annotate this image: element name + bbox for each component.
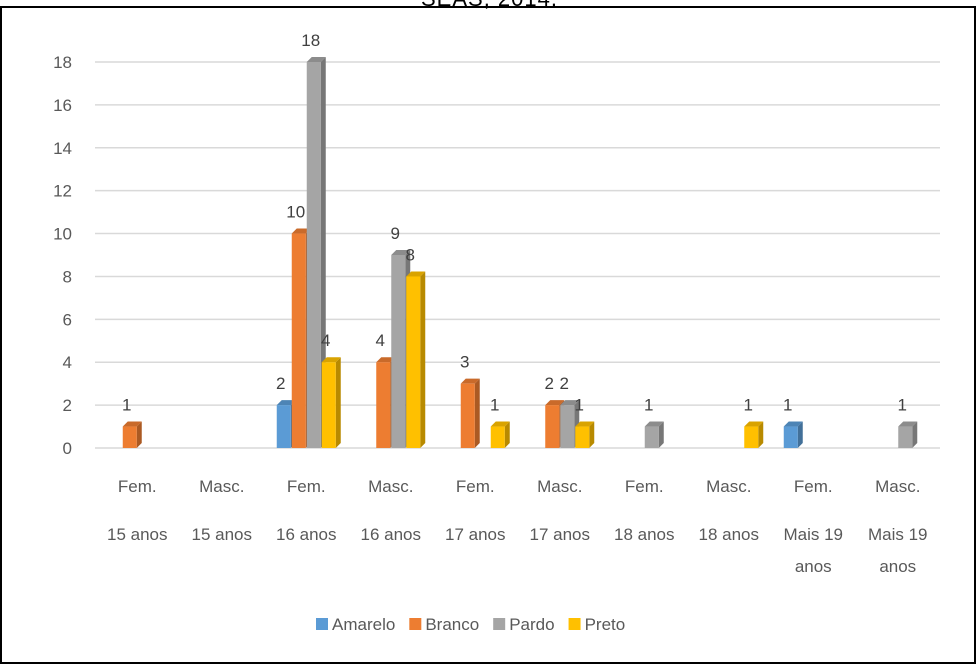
data-label: 2 xyxy=(560,374,569,393)
bar-pardo xyxy=(644,421,664,448)
x-tick-label: Masc. xyxy=(875,477,920,496)
x-tick-label: 18 anos xyxy=(614,525,675,544)
legend: Amarelo Branco Pardo Preto xyxy=(316,615,625,634)
x-tick-label: 18 anos xyxy=(699,525,760,544)
x-tick-label: 16 anos xyxy=(361,525,422,544)
x-axis-labels: Fem. 15 anos Masc. 15 anos Fem. 16 anos Masc. 1… xyxy=(107,477,928,576)
x-tick-label: anos xyxy=(879,557,916,576)
bars xyxy=(122,57,918,448)
legend-item-branco: Branco xyxy=(409,615,479,634)
legend-label: Branco xyxy=(425,615,479,634)
data-label: 1 xyxy=(744,396,753,415)
legend-label: Pardo xyxy=(509,615,554,634)
x-tick-label: Fem. xyxy=(118,477,157,496)
y-tick-label: 4 xyxy=(63,353,72,372)
bar-branco xyxy=(122,421,142,448)
data-label: 18 xyxy=(301,31,320,50)
x-tick-label: Masc. xyxy=(199,477,244,496)
x-tick-label: 17 anos xyxy=(530,525,591,544)
bar-preto xyxy=(744,421,764,448)
y-tick-label: 8 xyxy=(63,267,72,286)
x-tick-label: 17 anos xyxy=(445,525,506,544)
x-tick-label: Masc. xyxy=(368,477,413,496)
data-label: 1 xyxy=(122,396,131,415)
data-label: 1 xyxy=(783,396,792,415)
x-tick-label: 16 anos xyxy=(276,525,337,544)
bar-pardo xyxy=(560,400,580,448)
y-tick-label: 2 xyxy=(63,396,72,415)
legend-swatch xyxy=(409,618,422,630)
legend-label: Amarelo xyxy=(332,615,395,634)
bar-branco xyxy=(460,378,480,448)
x-tick-label: Mais 19 xyxy=(868,525,928,544)
data-label: 1 xyxy=(490,396,499,415)
y-tick-label: 10 xyxy=(53,225,72,244)
x-tick-label: Masc. xyxy=(706,477,751,496)
bar-pardo xyxy=(306,57,326,448)
legend-item-pardo: Pardo xyxy=(493,615,555,634)
x-tick-label: 15 anos xyxy=(107,525,168,544)
y-tick-label: 18 xyxy=(53,53,72,72)
gridlines xyxy=(95,61,940,449)
legend-swatch xyxy=(316,618,328,630)
y-tick-label: 0 xyxy=(63,439,72,458)
data-label: 1 xyxy=(644,396,653,415)
x-tick-label: anos xyxy=(795,557,832,576)
y-tick-label: 6 xyxy=(63,310,72,329)
bar-preto xyxy=(406,271,426,448)
data-label: 1 xyxy=(575,396,584,415)
y-tick-label: 12 xyxy=(53,182,72,201)
bar-pardo xyxy=(898,421,918,448)
legend-swatch xyxy=(493,618,506,630)
legend-swatch xyxy=(568,618,581,630)
chart-title: SEAS, 2014. xyxy=(0,0,979,12)
x-tick-label: Fem. xyxy=(287,477,326,496)
x-tick-label: 15 anos xyxy=(192,525,253,544)
data-label: 4 xyxy=(321,331,330,350)
bar-amarelo xyxy=(783,421,803,448)
legend-item-preto: Preto xyxy=(568,615,626,634)
data-label: 1 xyxy=(898,396,907,415)
data-label: 4 xyxy=(376,331,385,350)
x-tick-label: Fem. xyxy=(456,477,495,496)
bar-preto xyxy=(490,421,510,448)
chart-frame xyxy=(0,6,976,664)
data-label: 9 xyxy=(391,224,400,243)
x-tick-label: Fem. xyxy=(794,477,833,496)
y-axis-ticks: 0 2 4 6 8 10 12 14 16 18 xyxy=(53,53,72,458)
legend-item-amarelo: Amarelo xyxy=(316,615,395,634)
x-tick-label: Mais 19 xyxy=(783,525,843,544)
y-tick-label: 16 xyxy=(53,96,72,115)
data-label: 2 xyxy=(276,374,285,393)
bar-preto xyxy=(575,421,595,448)
data-label: 3 xyxy=(460,353,469,372)
data-label: 2 xyxy=(545,374,554,393)
data-label: 8 xyxy=(406,245,415,264)
legend-label: Preto xyxy=(585,615,626,634)
y-tick-label: 14 xyxy=(53,139,72,158)
x-tick-label: Fem. xyxy=(625,477,664,496)
bar-preto xyxy=(321,357,341,448)
data-label: 10 xyxy=(286,203,305,222)
x-tick-label: Masc. xyxy=(537,477,582,496)
